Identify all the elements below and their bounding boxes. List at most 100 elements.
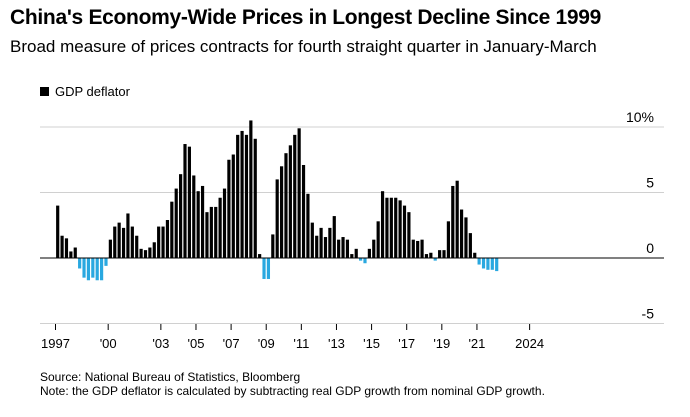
bar [73, 247, 77, 258]
note-text: Note: the GDP deflator is calculated by … [40, 384, 545, 398]
bar [108, 239, 112, 258]
page-title: China's Economy-Wide Prices in Longest D… [10, 6, 602, 29]
bar [424, 254, 429, 258]
bar [293, 134, 297, 258]
gridlines [40, 126, 664, 324]
bar [341, 237, 345, 258]
bar [143, 250, 148, 258]
bars [56, 120, 499, 281]
bar [205, 212, 209, 258]
bar [82, 258, 86, 278]
bar [130, 226, 134, 258]
x-tick-label: '21 [468, 336, 485, 351]
bar [442, 250, 446, 258]
bar [297, 128, 301, 258]
bar [266, 258, 271, 279]
bar [258, 254, 262, 258]
x-tick-label: '05 [188, 336, 205, 351]
bar [495, 258, 499, 272]
bar [394, 197, 398, 258]
bar [91, 258, 95, 278]
bar [170, 201, 174, 258]
bar [429, 252, 433, 258]
bar [328, 227, 332, 258]
bar [398, 200, 402, 258]
bar [332, 216, 336, 258]
bar [249, 120, 253, 258]
bar [411, 239, 415, 258]
bar [345, 239, 350, 258]
bar [389, 197, 393, 258]
x-tick-label: 1997 [41, 336, 70, 351]
bar [301, 164, 306, 258]
bar [284, 153, 288, 258]
bar [451, 185, 455, 258]
bar [222, 188, 227, 258]
bar [126, 213, 130, 258]
bar [152, 242, 156, 258]
bar [244, 134, 249, 258]
bar [121, 227, 126, 258]
bar [200, 185, 205, 258]
y-tick-label: 0 [646, 240, 654, 256]
y-tick-label: 5 [646, 175, 654, 191]
bar [262, 258, 266, 279]
x-tick-label: 2024 [515, 336, 544, 351]
bar [236, 134, 240, 258]
x-tick-label: '19 [433, 336, 450, 351]
bar [69, 251, 73, 258]
x-tick-label: '09 [258, 336, 275, 351]
bar [323, 237, 328, 258]
bar [64, 238, 69, 258]
bar [354, 248, 358, 258]
bar [319, 227, 323, 258]
bar [359, 258, 363, 261]
bar [350, 254, 354, 258]
bar [148, 247, 152, 258]
bar [218, 197, 222, 258]
bar [315, 235, 319, 258]
bar [135, 235, 139, 258]
bar [214, 206, 218, 258]
bar [477, 258, 481, 265]
bar [385, 197, 389, 258]
y-tick-label: 10% [626, 109, 654, 125]
x-tick-label: '03 [152, 336, 169, 351]
bar [402, 205, 407, 258]
bar [367, 248, 371, 258]
page-subtitle: Broad measure of prices contracts for fo… [10, 37, 597, 56]
bar [113, 226, 117, 258]
bar [433, 258, 437, 261]
bar [179, 174, 183, 258]
bar [60, 235, 64, 258]
bar [161, 226, 165, 258]
bar [337, 239, 341, 258]
y-axis-ticks: 10% 5 0 -5 [626, 109, 654, 322]
bar [271, 234, 275, 258]
bar [253, 138, 257, 258]
bar [100, 258, 104, 281]
bar [420, 239, 424, 258]
bar [240, 130, 244, 258]
bar [183, 144, 187, 258]
bar [372, 239, 376, 258]
bar [459, 209, 464, 258]
bar [486, 258, 490, 270]
bar [192, 175, 196, 258]
x-tick-label: '13 [328, 336, 345, 351]
bar [468, 233, 472, 258]
bar [86, 258, 91, 281]
bar [310, 222, 314, 258]
source-text: Source: National Bureau of Statistics, B… [40, 370, 301, 384]
y-tick-label: -5 [642, 306, 655, 322]
legend-swatch [40, 87, 49, 96]
bar [288, 145, 292, 258]
bar [376, 221, 380, 258]
bar [438, 250, 442, 258]
bar [279, 166, 284, 258]
bar [455, 180, 459, 258]
bar [139, 248, 143, 258]
bar [473, 252, 477, 258]
